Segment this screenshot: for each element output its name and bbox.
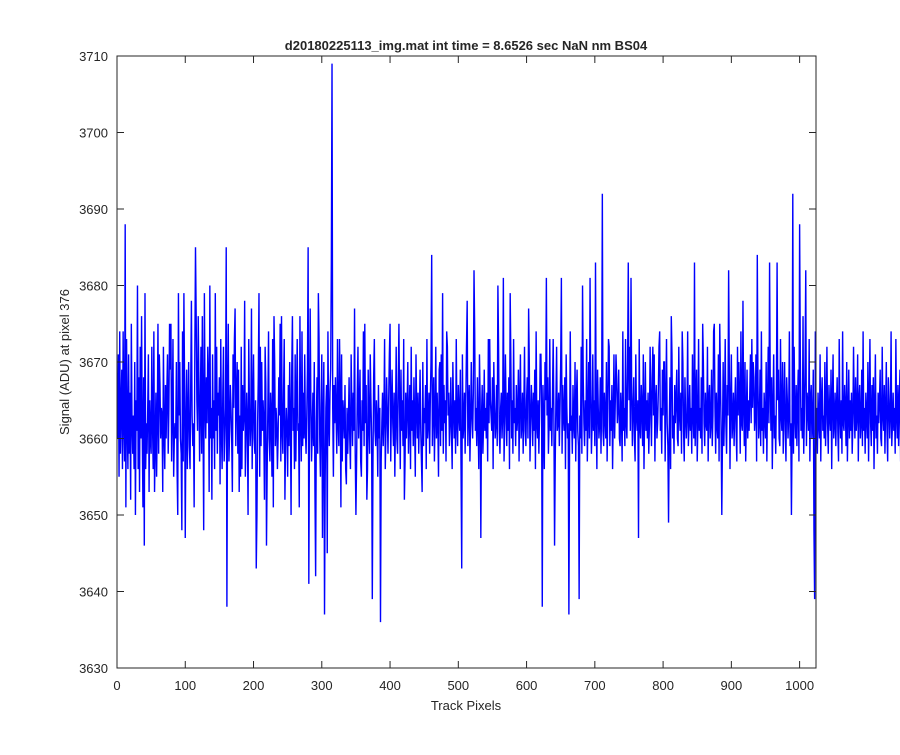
y-axis-label: Signal (ADU) at pixel 376 [57,289,72,435]
y-tick-label: 3630 [79,661,108,676]
x-tick-label: 400 [379,678,401,693]
x-tick-label: 600 [516,678,538,693]
x-ticks: 0 100 200 300 400 500 600 700 800 900 1000 [113,56,814,693]
x-tick-label: 100 [174,678,196,693]
y-tick-label: 3700 [79,126,108,141]
y-tick-label: 3660 [79,432,108,447]
y-ticks: 3630 3640 3650 3660 3670 3680 3690 3700 3710 [79,49,816,676]
x-tick-label: 700 [584,678,606,693]
chart-title: d20180225113_img.mat int time = 8.6526 s… [285,38,648,53]
x-tick-label: 1000 [785,678,814,693]
x-tick-label: 900 [721,678,743,693]
x-tick-label: 300 [311,678,333,693]
y-tick-label: 3710 [79,49,108,64]
y-tick-label: 3690 [79,202,108,217]
y-tick-label: 3650 [79,508,108,523]
x-tick-label: 200 [243,678,265,693]
y-tick-label: 3680 [79,279,108,294]
x-tick-label: 0 [113,678,120,693]
x-tick-label: 800 [652,678,674,693]
y-tick-label: 3640 [79,585,108,600]
x-tick-label: 500 [447,678,469,693]
x-axis-label: Track Pixels [431,698,502,713]
series-layer [116,63,900,623]
series-line [116,63,900,623]
y-tick-label: 3670 [79,355,108,370]
